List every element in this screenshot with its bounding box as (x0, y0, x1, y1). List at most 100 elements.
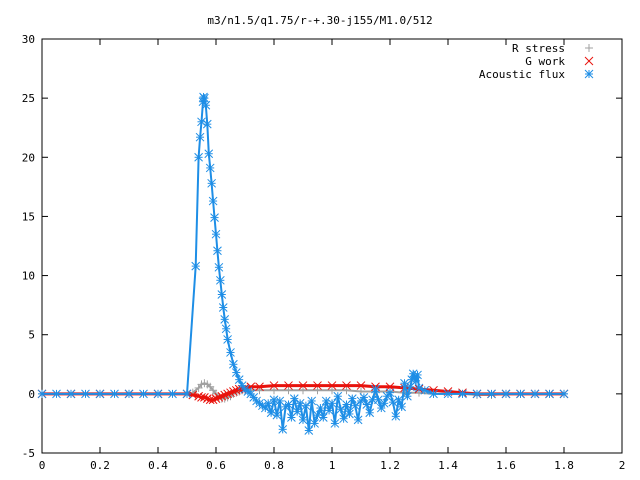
data-point (284, 386, 293, 395)
data-point (405, 382, 415, 392)
data-point (202, 394, 212, 403)
legend-marker (584, 56, 594, 66)
data-point (345, 409, 354, 419)
data-point (501, 389, 511, 399)
data-point (272, 410, 282, 420)
data-point (197, 393, 206, 402)
data-point (226, 388, 235, 398)
data-point (210, 213, 219, 222)
series-trace (42, 94, 564, 431)
data-point (217, 391, 227, 401)
data-point (327, 398, 337, 408)
data-point (443, 389, 453, 399)
y-tick-label: 15 (22, 210, 35, 223)
data-point (188, 390, 198, 400)
x-tick-label: 0.4 (148, 459, 168, 472)
x-tick-label: 2 (619, 459, 626, 472)
y-tick-label: -5 (22, 447, 35, 460)
data-point (458, 389, 467, 399)
data-point (284, 381, 293, 390)
data-point (229, 387, 238, 396)
data-point (204, 149, 214, 159)
data-point (324, 406, 334, 415)
legend-label: Acoustic flux (479, 68, 565, 81)
y-tick-label: 5 (28, 329, 35, 342)
data-point (342, 381, 351, 390)
data-point (269, 395, 279, 405)
data-point (429, 389, 438, 399)
data-point (205, 163, 215, 173)
data-point (316, 403, 325, 413)
data-point (214, 393, 224, 402)
x-axis: 0 0.2 0.4 0.6 0.8 1 1.2 1.4 1.6 1.8 2 (39, 39, 626, 472)
data-point (530, 389, 540, 399)
data-point (385, 388, 395, 398)
data-point (207, 178, 217, 188)
data-point (359, 393, 369, 402)
data-point (124, 389, 134, 399)
y-tick-label: 30 (22, 33, 35, 46)
data-point (328, 386, 336, 395)
data-point (292, 407, 302, 416)
data-point (347, 394, 357, 403)
data-point (200, 393, 209, 402)
data-point (403, 391, 412, 401)
data-point (191, 261, 201, 271)
data-point (208, 395, 218, 405)
data-point (95, 389, 105, 399)
data-point (327, 381, 337, 390)
legend-marker (585, 44, 593, 52)
data-point (263, 398, 273, 408)
data-point (208, 196, 218, 206)
y-tick-label: 0 (28, 388, 35, 401)
data-point (200, 93, 209, 103)
data-point (269, 381, 279, 390)
legend-marker (584, 69, 594, 79)
data-point (214, 262, 224, 272)
data-point (194, 391, 203, 401)
data-point (37, 389, 47, 399)
data-point (299, 386, 307, 395)
data-point (353, 415, 363, 425)
data-point (211, 229, 221, 239)
data-point (270, 386, 278, 395)
data-point (182, 389, 192, 399)
chart-title: m3/n1.5/q1.75/r-+.30-j155/M1.0/512 (207, 14, 432, 27)
x-tick-label: 0 (39, 459, 46, 472)
data-point (81, 389, 90, 399)
data-point (211, 394, 221, 403)
data-point (220, 390, 230, 400)
data-point (255, 382, 264, 392)
data-point (545, 389, 554, 399)
y-tick-label: 20 (22, 151, 35, 164)
data-point (278, 424, 288, 434)
data-point (336, 404, 346, 414)
data-point (318, 413, 328, 422)
data-point (153, 389, 163, 399)
data-point (472, 389, 482, 399)
x-tick-label: 1.4 (438, 459, 458, 472)
x-tick-label: 1.6 (496, 459, 516, 472)
data-marks (37, 92, 569, 435)
data-point (559, 389, 569, 399)
x-tick-label: 0.8 (264, 459, 284, 472)
data-point (350, 401, 360, 411)
data-point (223, 335, 232, 344)
data-point (217, 290, 227, 299)
data-point (231, 385, 241, 395)
data-point (420, 385, 430, 395)
data-point (202, 119, 212, 129)
data-point (139, 389, 148, 399)
data-point (298, 381, 308, 390)
data-point (342, 386, 351, 395)
y-tick-label: 25 (22, 92, 35, 105)
data-point (205, 395, 215, 405)
data-point (339, 414, 348, 424)
data-point (66, 389, 76, 399)
data-point (307, 396, 317, 406)
x-tick-label: 0.6 (206, 459, 226, 472)
data-point (313, 381, 322, 390)
data-point (215, 275, 225, 285)
data-point (411, 376, 421, 386)
